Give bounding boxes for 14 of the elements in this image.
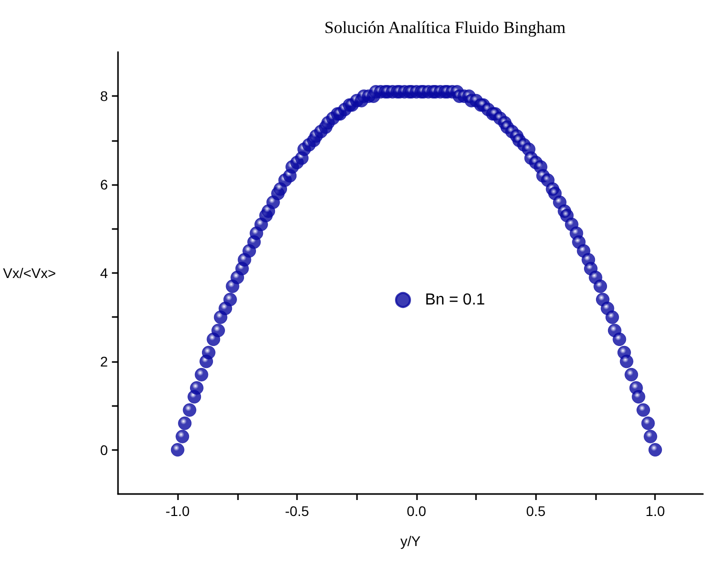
x-tick-label: 1.0 xyxy=(646,503,666,519)
x-axis-title: y/Y xyxy=(400,533,422,549)
x-tick-label: -0.5 xyxy=(284,503,310,519)
x-tick-label: 0.0 xyxy=(406,503,426,519)
x-tick-label: 0.5 xyxy=(526,503,546,519)
y-tick-label: 0 xyxy=(100,442,108,458)
y-tick-label: 4 xyxy=(100,265,108,281)
y-tick-label: 8 xyxy=(100,88,108,104)
y-tick-label: 2 xyxy=(100,353,108,370)
y-axis-title: Vx/<Vx> xyxy=(2,265,56,281)
chart-title: Solución Analítica Fluido Bingham xyxy=(324,18,566,37)
x-tick-label: -1.0 xyxy=(166,503,190,519)
legend-label: Bn = 0.1 xyxy=(425,292,486,308)
y-tick-label: 6 xyxy=(100,176,108,193)
